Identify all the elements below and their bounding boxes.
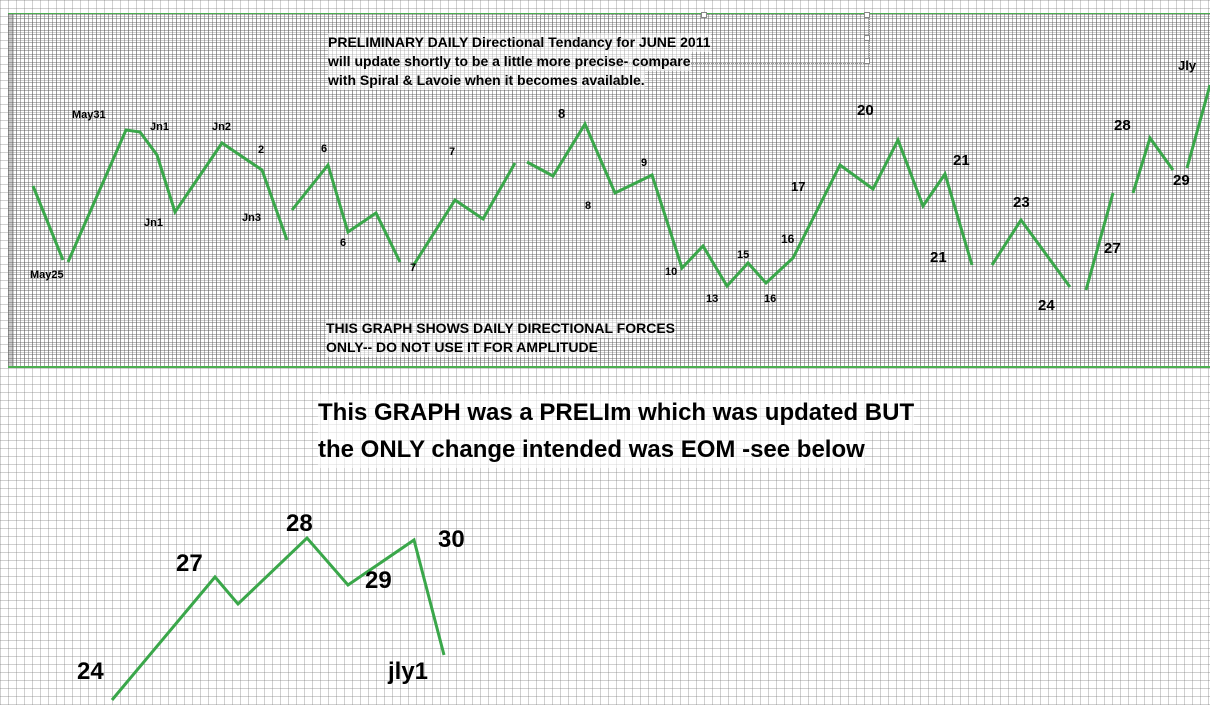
top-chart-label: 21: [930, 249, 947, 266]
resize-handle[interactable]: [864, 35, 870, 41]
chart-warning-line: THIS GRAPH SHOWS DAILY DIRECTIONAL FORCE…: [326, 319, 675, 338]
top-chart-label: 29: [1173, 172, 1190, 189]
chart-note-line: PRELIMINARY DAILY Directional Tendancy f…: [328, 33, 711, 52]
top-chart-label: 17: [791, 179, 805, 194]
series-line-segment: [1084, 192, 1115, 291]
top-chart-label: 7: [449, 146, 455, 158]
series-line-segment: [66, 128, 289, 263]
series-line-segment: [290, 161, 402, 263]
bottom-chart-label: 27: [176, 550, 203, 577]
top-chart-label: 13: [706, 293, 718, 305]
top-chart-label: Jn2: [212, 121, 231, 133]
update-message-line: This GRAPH was a PRELIm which was update…: [318, 394, 915, 431]
top-chart-label: May25: [30, 269, 64, 281]
series-line-segment: [411, 162, 517, 267]
update-message-line: the ONLY change intended was EOM -see be…: [318, 431, 865, 468]
top-chart-label: 6: [321, 143, 327, 155]
top-chart-label: 6: [340, 237, 346, 249]
top-chart-label: 27: [1104, 240, 1121, 257]
top-chart-label: 8: [585, 200, 591, 212]
chart-note-line: with Spiral & Lavoie when it becomes ava…: [328, 71, 645, 90]
top-chart-label: 10: [665, 266, 677, 278]
top-chart-label: 15: [737, 249, 749, 261]
bottom-chart-label: 28: [286, 510, 313, 537]
series-line-segment: [990, 217, 1072, 288]
top-chart-label: 23: [1013, 194, 1030, 211]
top-chart-label: 7: [410, 262, 416, 274]
top-chart-label: 9: [641, 157, 647, 169]
bottom-chart-label: 30: [438, 526, 465, 553]
top-chart-label: May31: [72, 109, 106, 121]
resize-handle[interactable]: [864, 12, 870, 18]
top-chart-label: 24: [1038, 297, 1055, 314]
top-chart-label: 8: [558, 106, 565, 121]
bottom-chart-label: 24: [77, 658, 104, 685]
top-chart-label: Jn1: [144, 217, 163, 229]
top-chart-label: 16: [764, 293, 776, 305]
resize-handle[interactable]: [864, 58, 870, 64]
bottom-chart-label: jly1: [387, 658, 428, 685]
chart-note-line: will update shortly to be a little more …: [328, 52, 691, 71]
series-line-segment: [31, 185, 65, 261]
series-line-segment: [1185, 84, 1210, 169]
top-chart-label: 21: [953, 152, 970, 169]
bottom-chart-label: 29: [365, 567, 392, 594]
series-line-segment: [526, 120, 974, 289]
chart-warning-line: ONLY-- DO NOT USE IT FOR AMPLITUDE: [326, 338, 598, 357]
top-chart-label: 2: [258, 144, 264, 156]
series-line-segment: [1131, 134, 1175, 194]
top-chart-label: 16: [781, 232, 795, 246]
series-line-segment: [110, 535, 446, 701]
top-chart-label: Jn3: [242, 212, 261, 224]
top-chart-label: Jn1: [150, 121, 169, 133]
top-chart-label: 20: [857, 102, 874, 119]
top-chart-label: Jly: [1178, 58, 1197, 73]
resize-handle[interactable]: [701, 12, 707, 18]
top-chart-label: 28: [1114, 117, 1131, 134]
